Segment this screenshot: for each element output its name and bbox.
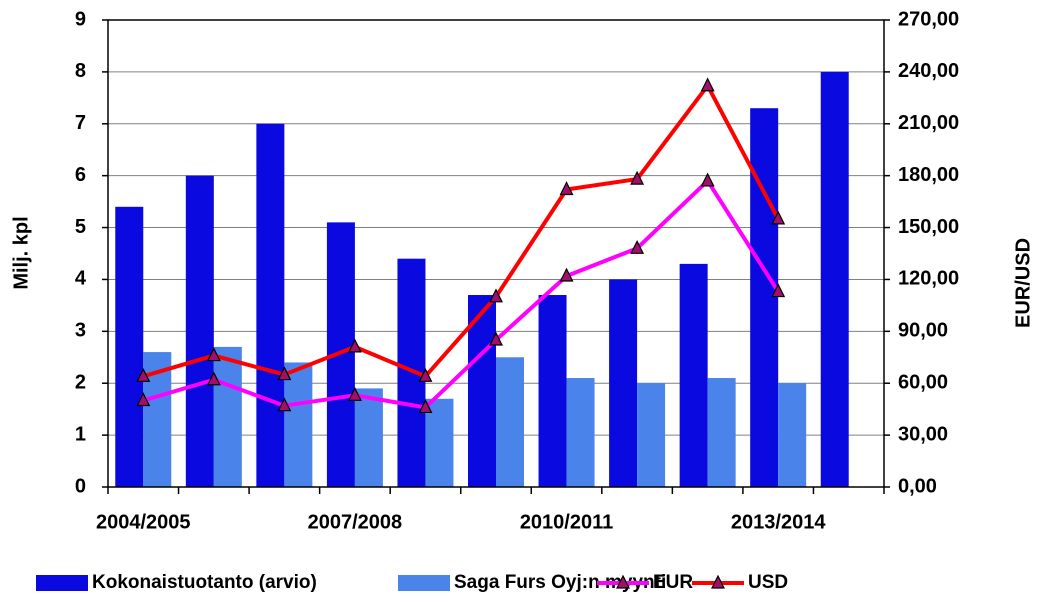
bar bbox=[637, 383, 666, 487]
legend-label: USD bbox=[748, 572, 788, 593]
marker bbox=[559, 267, 574, 282]
marker bbox=[418, 399, 433, 414]
bar bbox=[496, 357, 524, 487]
y2-tick-label: 90,00 bbox=[898, 320, 948, 342]
bar bbox=[707, 378, 736, 487]
bar bbox=[284, 362, 313, 487]
marker bbox=[206, 347, 221, 362]
bar bbox=[213, 346, 242, 487]
bar bbox=[750, 108, 779, 487]
bar bbox=[566, 378, 595, 487]
marker bbox=[347, 386, 362, 401]
x-tick-label: 2010/2011 bbox=[520, 511, 613, 533]
plot-border bbox=[107, 19, 885, 488]
y-tick-label: 1 bbox=[75, 423, 86, 445]
marker bbox=[277, 397, 292, 412]
x-tick-label: 2013/2014 bbox=[731, 511, 826, 533]
legend-swatch bbox=[36, 575, 88, 591]
legend-marker bbox=[616, 574, 630, 589]
y-tick-label: 0 bbox=[75, 475, 86, 497]
marker bbox=[489, 288, 503, 303]
bar bbox=[820, 71, 849, 487]
bar bbox=[468, 295, 496, 487]
y2-tick-label: 240,00 bbox=[898, 60, 959, 82]
y-tick-label: 3 bbox=[75, 320, 86, 342]
bar bbox=[256, 123, 285, 488]
marker bbox=[771, 210, 786, 225]
y-tick-label: 7 bbox=[75, 112, 86, 134]
marker bbox=[418, 367, 433, 382]
marker bbox=[771, 283, 786, 298]
bar bbox=[778, 383, 807, 487]
y-tick-label: 8 bbox=[75, 60, 86, 82]
line bbox=[142, 178, 780, 410]
y2-tick-label: 180,00 bbox=[898, 164, 959, 186]
y-tick-label: 6 bbox=[75, 164, 86, 186]
marker bbox=[136, 392, 151, 407]
y2-tick-label: 270,00 bbox=[898, 8, 959, 30]
x-tick-label: 2007/2008 bbox=[308, 511, 403, 533]
line bbox=[142, 83, 780, 379]
marker bbox=[136, 367, 151, 382]
y2-axis-label: EUR/USD bbox=[1012, 238, 1034, 328]
y-tick-label: 9 bbox=[75, 8, 86, 30]
bar bbox=[538, 295, 567, 487]
legend-label: Saga Furs Oyj:n myynti bbox=[454, 572, 666, 593]
y2-tick-label: 0,00 bbox=[898, 475, 937, 497]
marker bbox=[559, 181, 574, 196]
y2-tick-label: 150,00 bbox=[898, 216, 959, 238]
y2-tick-label: 30,00 bbox=[898, 423, 948, 445]
x-tick-label: 2004/2005 bbox=[96, 511, 191, 533]
bar bbox=[425, 398, 454, 487]
legend-swatch bbox=[398, 575, 450, 591]
marker bbox=[700, 77, 715, 92]
marker bbox=[700, 172, 715, 187]
y2-tick-label: 60,00 bbox=[898, 372, 948, 394]
bar bbox=[115, 206, 144, 488]
y2-tick-label: 210,00 bbox=[898, 112, 959, 134]
marker bbox=[206, 371, 221, 386]
y-tick-label: 2 bbox=[75, 372, 86, 394]
legend-label: EUR bbox=[653, 572, 693, 593]
marker bbox=[630, 170, 645, 185]
y-tick-label: 5 bbox=[75, 216, 86, 238]
legend-marker bbox=[711, 574, 725, 589]
y2-tick-label: 120,00 bbox=[898, 268, 959, 290]
marker bbox=[489, 331, 503, 346]
bar bbox=[679, 263, 708, 487]
y-axis-label: Milj. kpl bbox=[10, 216, 32, 289]
legend-label: Kokonaistuotanto (arvio) bbox=[92, 572, 317, 593]
bar bbox=[609, 279, 638, 487]
marker bbox=[347, 338, 362, 353]
y-tick-label: 4 bbox=[75, 268, 87, 290]
marker bbox=[277, 366, 292, 381]
marker bbox=[630, 239, 645, 254]
bar bbox=[354, 388, 383, 487]
bar bbox=[185, 175, 214, 487]
